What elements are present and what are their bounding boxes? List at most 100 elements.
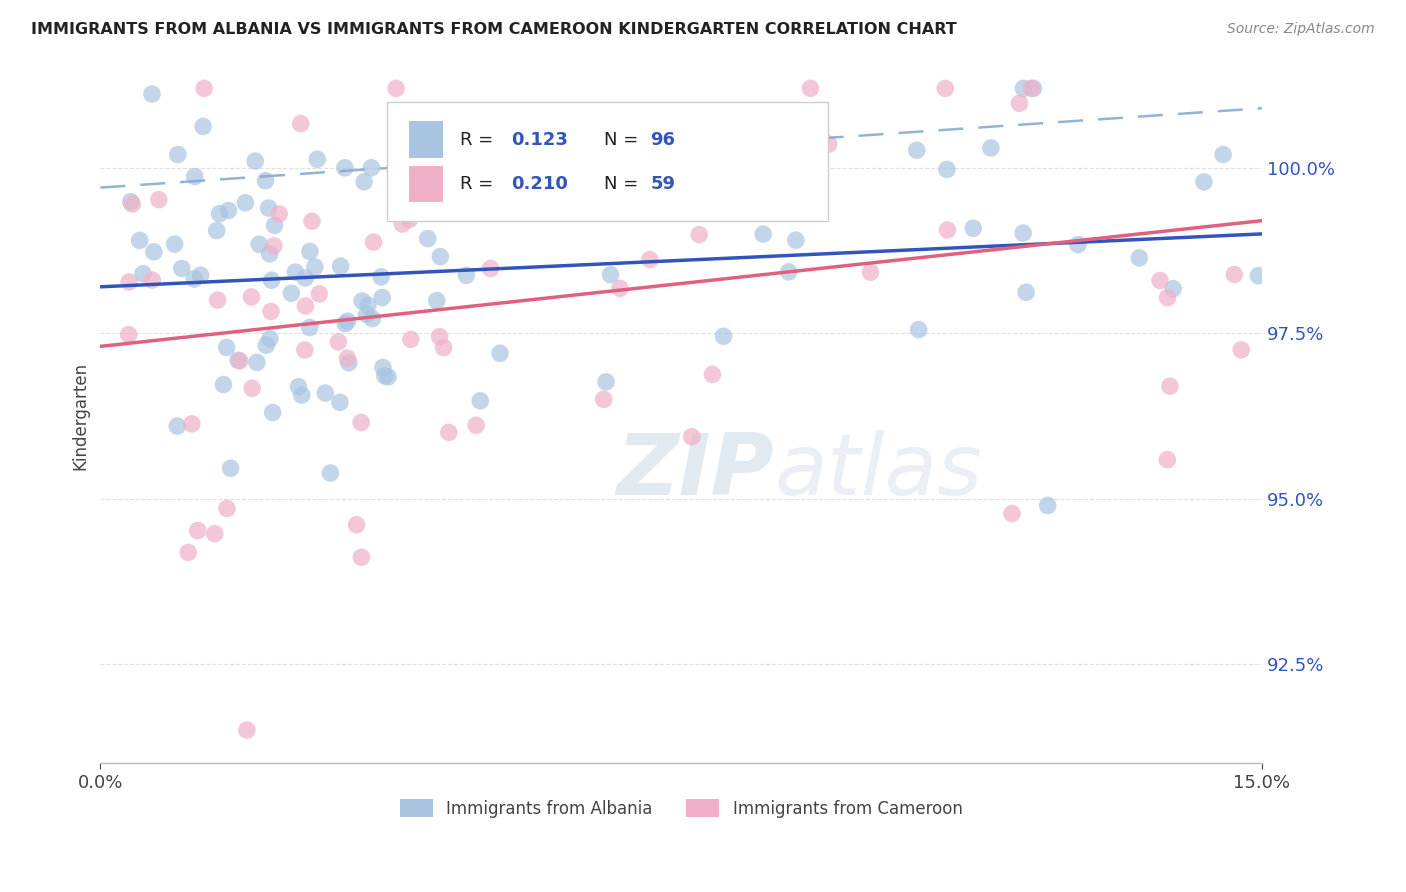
Point [429,250,451,264]
Point [229,354,252,368]
Point [263,219,285,233]
Point [1230,343,1253,357]
Point [377,370,399,384]
Text: 59: 59 [650,176,675,194]
Point [592,392,614,407]
Point [934,81,956,95]
Point [1223,268,1246,282]
Point [307,153,329,167]
Point [177,545,200,559]
Point [336,314,359,328]
Point [1012,81,1035,95]
Point [329,395,352,409]
Point [191,120,214,134]
Point [260,273,283,287]
Point [308,286,330,301]
Text: R =: R = [460,176,499,194]
Point [426,293,449,308]
Point [1156,452,1178,467]
Point [294,271,316,285]
Point [259,247,281,261]
Point [246,355,269,369]
Point [207,293,229,307]
Point [935,162,957,177]
Point [754,189,776,203]
Point [1192,175,1215,189]
Point [128,233,150,247]
Point [1001,507,1024,521]
Point [374,368,396,383]
Text: IMMIGRANTS FROM ALBANIA VS IMMIGRANTS FROM CAMEROON KINDERGARTEN CORRELATION CHA: IMMIGRANTS FROM ALBANIA VS IMMIGRANTS FR… [31,22,956,37]
Point [218,203,240,218]
Point [287,379,309,393]
Text: N =: N = [603,131,644,149]
Point [208,207,231,221]
Point [219,461,242,475]
Point [166,147,188,161]
Point [479,261,502,276]
Point [291,388,314,402]
Point [609,281,631,295]
Point [215,340,238,354]
Point [1247,268,1270,283]
Point [290,117,312,131]
Text: 0.210: 0.210 [510,176,568,194]
Point [235,195,257,210]
Text: N =: N = [603,176,644,194]
Point [132,267,155,281]
Point [350,550,373,565]
Point [170,261,193,276]
Point [752,227,775,241]
Point [120,194,142,209]
Point [385,81,408,95]
Point [294,299,316,313]
Point [1012,226,1035,240]
Point [187,524,209,538]
Point [702,368,724,382]
Point [141,273,163,287]
Point [212,377,235,392]
Point [411,142,433,156]
Point [470,393,492,408]
FancyBboxPatch shape [409,121,443,158]
Point [148,193,170,207]
Point [257,201,280,215]
Point [489,346,512,360]
Text: 96: 96 [650,131,675,149]
Point [260,304,283,318]
Point [357,298,380,312]
Point [1021,81,1043,95]
Point [121,197,143,211]
Point [1156,291,1178,305]
Point [595,375,617,389]
Point [226,353,249,368]
Point [356,307,378,321]
Point [1212,147,1234,161]
Point [353,175,375,189]
Point [240,381,263,395]
Point [301,214,323,228]
Point [333,161,356,175]
Point [980,141,1002,155]
Point [263,239,285,253]
Point [361,311,384,326]
Point [371,291,394,305]
Point [204,526,226,541]
Point [280,286,302,301]
Point [1149,273,1171,287]
Point [1008,96,1031,111]
Point [259,332,281,346]
Point [142,244,165,259]
Point [436,202,458,217]
Point [240,290,263,304]
Point [350,416,373,430]
Point [1159,379,1181,393]
Point [118,275,141,289]
Point [1067,237,1090,252]
Legend: Immigrants from Albania, Immigrants from Cameroon: Immigrants from Albania, Immigrants from… [394,793,969,824]
Point [859,265,882,279]
Point [360,161,382,175]
Point [1015,285,1038,300]
Point [118,327,141,342]
Point [416,231,439,245]
